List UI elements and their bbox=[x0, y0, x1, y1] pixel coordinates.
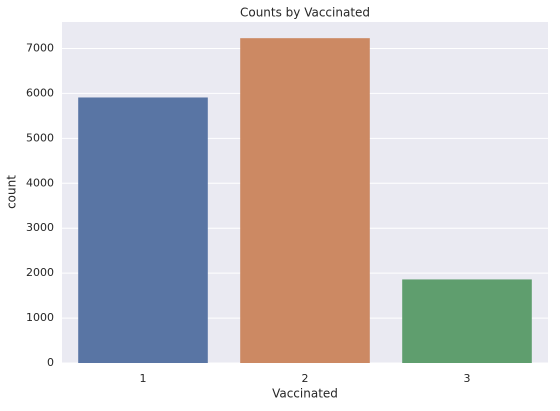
y-tick-label: 4000 bbox=[26, 176, 54, 189]
y-tick-label: 1000 bbox=[26, 311, 54, 324]
bar bbox=[402, 279, 532, 363]
y-tick-label: 7000 bbox=[26, 42, 54, 55]
x-tick-label: 3 bbox=[464, 372, 471, 385]
y-tick-label: 5000 bbox=[26, 131, 54, 144]
y-tick-label: 6000 bbox=[26, 86, 54, 99]
x-axis-label: Vaccinated bbox=[272, 387, 338, 401]
x-tick-label: 2 bbox=[302, 372, 309, 385]
y-axis-label: count bbox=[5, 175, 19, 209]
y-tick-label: 2000 bbox=[26, 266, 54, 279]
y-tick-label: 0 bbox=[47, 356, 54, 369]
bar bbox=[240, 38, 370, 363]
bar bbox=[78, 97, 208, 363]
y-tick-label: 3000 bbox=[26, 221, 54, 234]
chart-title: Counts by Vaccinated bbox=[240, 6, 370, 20]
x-tick-label: 1 bbox=[140, 372, 147, 385]
